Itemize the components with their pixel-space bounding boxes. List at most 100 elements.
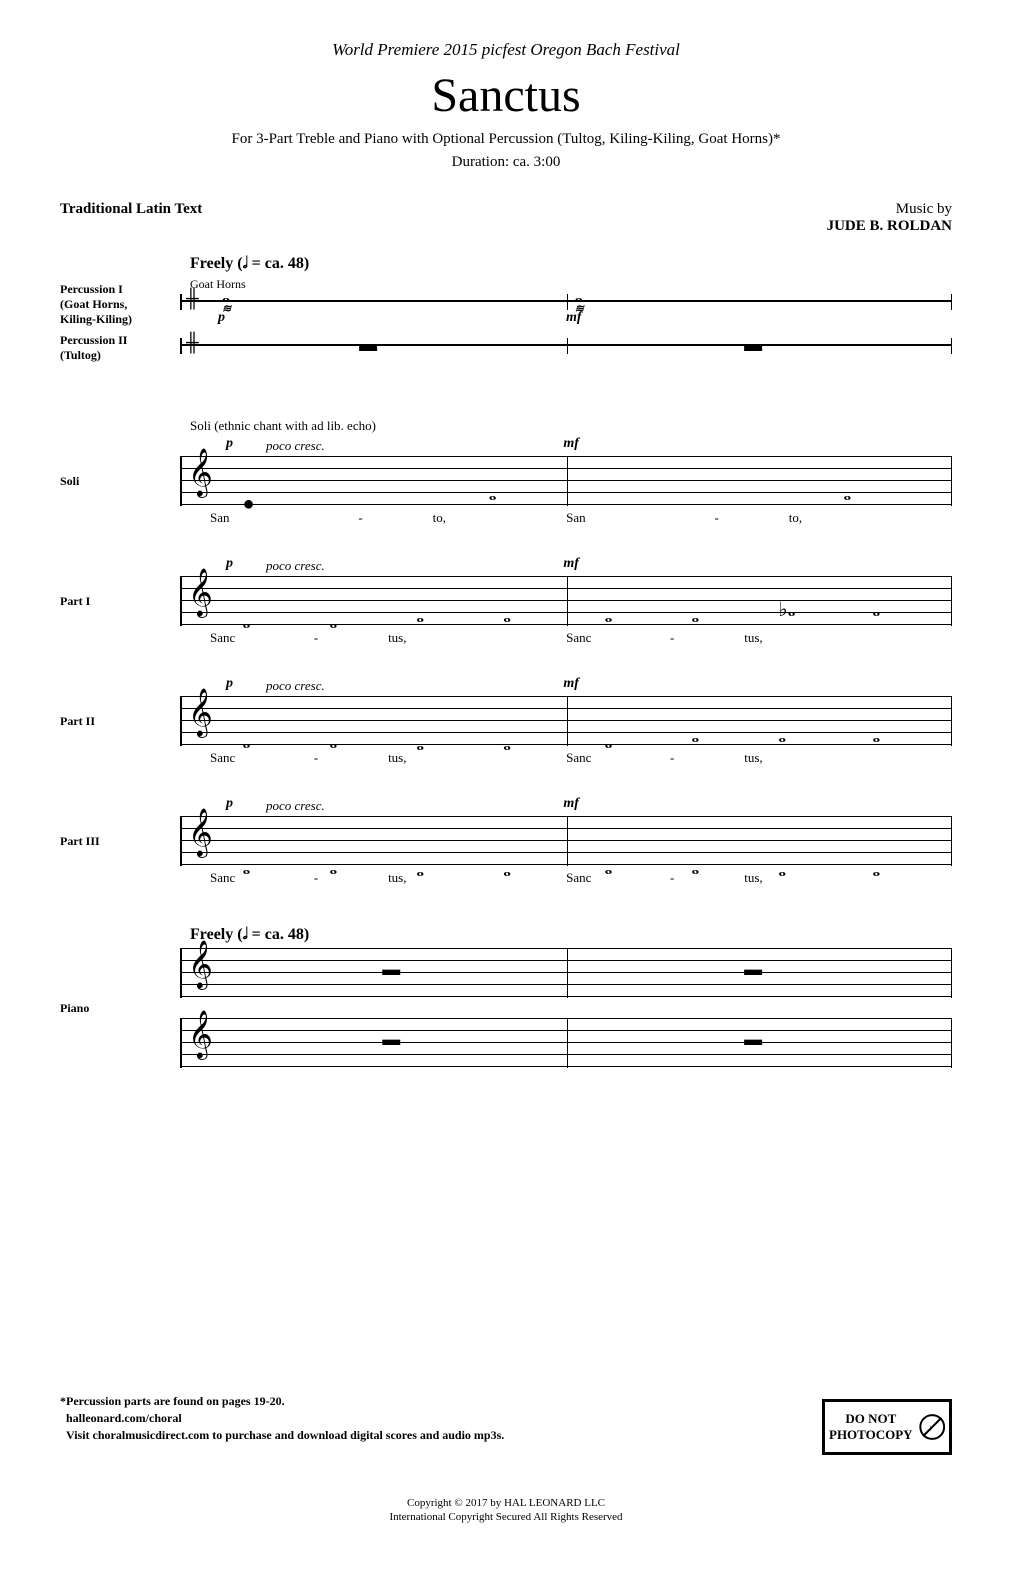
music-by-label: Music by <box>827 201 952 218</box>
no-copy-icon: ♪ <box>919 1409 945 1445</box>
soli-staff: 𝄞 ● 𝅝 𝅝 <box>180 456 952 506</box>
whole-rest: ▬ <box>382 1030 400 1048</box>
whole-note: 𝅝 <box>242 612 250 632</box>
part2-dynamics: p poco cresc. mf <box>190 676 952 696</box>
lyric-tus: tus, <box>388 870 566 886</box>
whole-rest: ▬ <box>382 960 400 978</box>
footnote-perc: *Percussion parts are found on pages 19-… <box>60 1394 504 1409</box>
treble-clef-icon: 𝄞 <box>188 452 213 494</box>
soli-lyrics: San - to, San - to, <box>210 510 952 526</box>
treble-clef-icon: 𝄞 <box>188 812 213 854</box>
copyright-line2: International Copyright Secured All Righ… <box>0 1511 1012 1523</box>
lyric-tus: tus, <box>388 630 566 646</box>
part3-row: Part III 𝄞 𝅝 𝅝 𝅝 𝅝 𝅝 𝅝 <box>60 816 952 866</box>
lyric-to: to, <box>433 510 567 526</box>
score-area: Freely (𝅗𝅥 = ca. 48) Goat Horns Percussi… <box>60 255 952 1068</box>
part2-block: p poco cresc. mf Part II 𝄞 𝅝 𝅝 𝅝 <box>60 676 952 766</box>
perc1-label-line2: (Goat Horns, <box>60 297 170 312</box>
whole-note: 𝅝 <box>872 860 880 880</box>
whole-note: 𝅝 <box>329 858 337 878</box>
poco-cresc: poco cresc. <box>266 798 325 814</box>
whole-note: 𝅝 <box>872 726 880 746</box>
lyric-sanc: Sanc <box>566 630 670 646</box>
perc-clef-icon: ╫ <box>186 288 199 309</box>
dynamic-p: p <box>226 436 233 452</box>
part1-notes: 𝅝 𝅝 𝅝 𝅝 𝅝 𝅝 ♭𝅝 𝅝 <box>228 576 952 626</box>
whole-note: 𝅝 <box>416 734 424 754</box>
piano-lower-staff: 𝄞 ▬ ▬ <box>180 1018 952 1068</box>
lyric-dash: - <box>670 870 744 886</box>
part2-lyrics: Sanc - tus, Sanc - tus, <box>210 750 952 766</box>
whole-note: 𝅝 <box>503 860 511 880</box>
copyright-line1: Copyright © 2017 by HAL LEONARD LLC <box>0 1497 1012 1509</box>
perc1-staff: ╫ 𝅝 ≋ 𝅝 ≋ p mf <box>180 294 952 328</box>
part3-dynamics: p poco cresc. mf <box>190 796 952 816</box>
text-credit: Traditional Latin Text <box>60 201 202 235</box>
footnote-cmd: Visit choralmusicdirect.com to purchase … <box>66 1428 504 1443</box>
whole-rest: ▬ <box>744 336 762 354</box>
soli-row: Soli 𝄞 ● 𝅝 𝅝 <box>60 456 952 506</box>
part1-row: Part I 𝄞 𝅝 𝅝 𝅝 𝅝 𝅝 𝅝 <box>60 576 952 626</box>
lyric-san: San <box>210 510 358 526</box>
note: ● <box>242 494 254 514</box>
dynamic-p: p <box>226 676 233 692</box>
perc1-label: Percussion I (Goat Horns, Kiling-Kiling) <box>60 294 180 314</box>
lyric-dash: - <box>670 750 744 766</box>
piano-tempo: Freely (𝅗𝅥 = ca. 48) <box>190 926 952 944</box>
whole-note: 𝅝 <box>691 726 699 746</box>
whole-note: 𝅝 <box>604 606 612 626</box>
whole-note: 𝅝 <box>691 858 699 878</box>
lyric-dash: - <box>314 750 388 766</box>
poco-cresc: poco cresc. <box>266 438 325 454</box>
whole-note: 𝅝 <box>778 726 786 746</box>
perc1-row: Percussion I (Goat Horns, Kiling-Kiling)… <box>60 294 952 328</box>
dynamic-mf: mf <box>563 676 579 692</box>
whole-note: 𝅝 <box>242 732 250 752</box>
vocal-group: Soli (ethnic chant with ad lib. echo) p … <box>60 418 952 1068</box>
lyric-dash: - <box>314 630 388 646</box>
whole-note: 𝅝 <box>416 860 424 880</box>
whole-note: 𝅝 <box>691 606 699 626</box>
whole-note: 𝅝 <box>778 860 786 880</box>
soli-instruction: Soli (ethnic chant with ad lib. echo) <box>190 418 952 434</box>
treble-clef-icon: 𝄞 <box>188 1014 213 1056</box>
part2-staff-lines: 𝄞 𝅝 𝅝 𝅝 𝅝 𝅝 𝅝 𝅝 𝅝 <box>180 696 952 746</box>
perc-clef-icon: ╫ <box>186 332 199 353</box>
dynamic-mf: mf <box>563 796 579 812</box>
whole-note: 𝅝 <box>872 600 880 620</box>
soli-dynamics: p poco cresc. mf <box>190 436 952 456</box>
lyric-dash: - <box>314 870 388 886</box>
perc1-label-line1: Percussion I <box>60 282 170 297</box>
whole-note: 𝅝 <box>604 732 612 752</box>
svg-text:♪: ♪ <box>928 1424 933 1434</box>
composer-credit: Music by JUDE B. ROLDAN <box>827 201 952 235</box>
whole-note: 𝅝 <box>242 858 250 878</box>
part1-staff-lines: 𝄞 𝅝 𝅝 𝅝 𝅝 𝅝 𝅝 ♭𝅝 𝅝 <box>180 576 952 626</box>
perc2-label: Percussion II (Tultog) <box>60 338 180 358</box>
part3-lyrics: Sanc - tus, Sanc - tus, <box>210 870 952 886</box>
dynamic-p: p <box>226 796 233 812</box>
whole-rest: ▬ <box>744 960 762 978</box>
perc1-label-line3: Kiling-Kiling) <box>60 312 170 327</box>
whole-note: 𝅝 <box>329 612 337 632</box>
premiere-line: World Premiere 2015 picfest Oregon Bach … <box>60 40 952 60</box>
whole-note: ♭𝅝 <box>778 600 795 620</box>
goat-horns-label: Goat Horns <box>190 277 952 292</box>
soli-block: p poco cresc. mf Soli 𝄞 ● 𝅝 𝅝 <box>60 436 952 526</box>
lyric-san: San <box>566 510 714 526</box>
lyric-tus: tus, <box>744 630 762 646</box>
copyright-block: Copyright © 2017 by HAL LEONARD LLC Inte… <box>0 1497 1012 1525</box>
lyric-tus: tus, <box>388 750 566 766</box>
photocopy-badge: DO NOT PHOTOCOPY ♪ <box>822 1399 952 1455</box>
part3-notes: 𝅝 𝅝 𝅝 𝅝 𝅝 𝅝 𝅝 𝅝 <box>228 816 952 866</box>
piano-upper-staff: 𝄞 ▬ ▬ <box>180 948 952 998</box>
lyric-sanc: Sanc <box>210 750 314 766</box>
soli-label: Soli <box>60 456 180 506</box>
treble-clef-icon: 𝄞 <box>188 572 213 614</box>
dynamic-p: p <box>226 556 233 572</box>
part3-label: Part III <box>60 816 180 866</box>
part1-lyrics: Sanc - tus, Sanc - tus, <box>210 630 952 646</box>
duration-line: Duration: ca. 3:00 <box>60 154 952 171</box>
treble-clef-icon: 𝄞 <box>188 944 213 986</box>
dynamic-mf: mf <box>563 556 579 572</box>
